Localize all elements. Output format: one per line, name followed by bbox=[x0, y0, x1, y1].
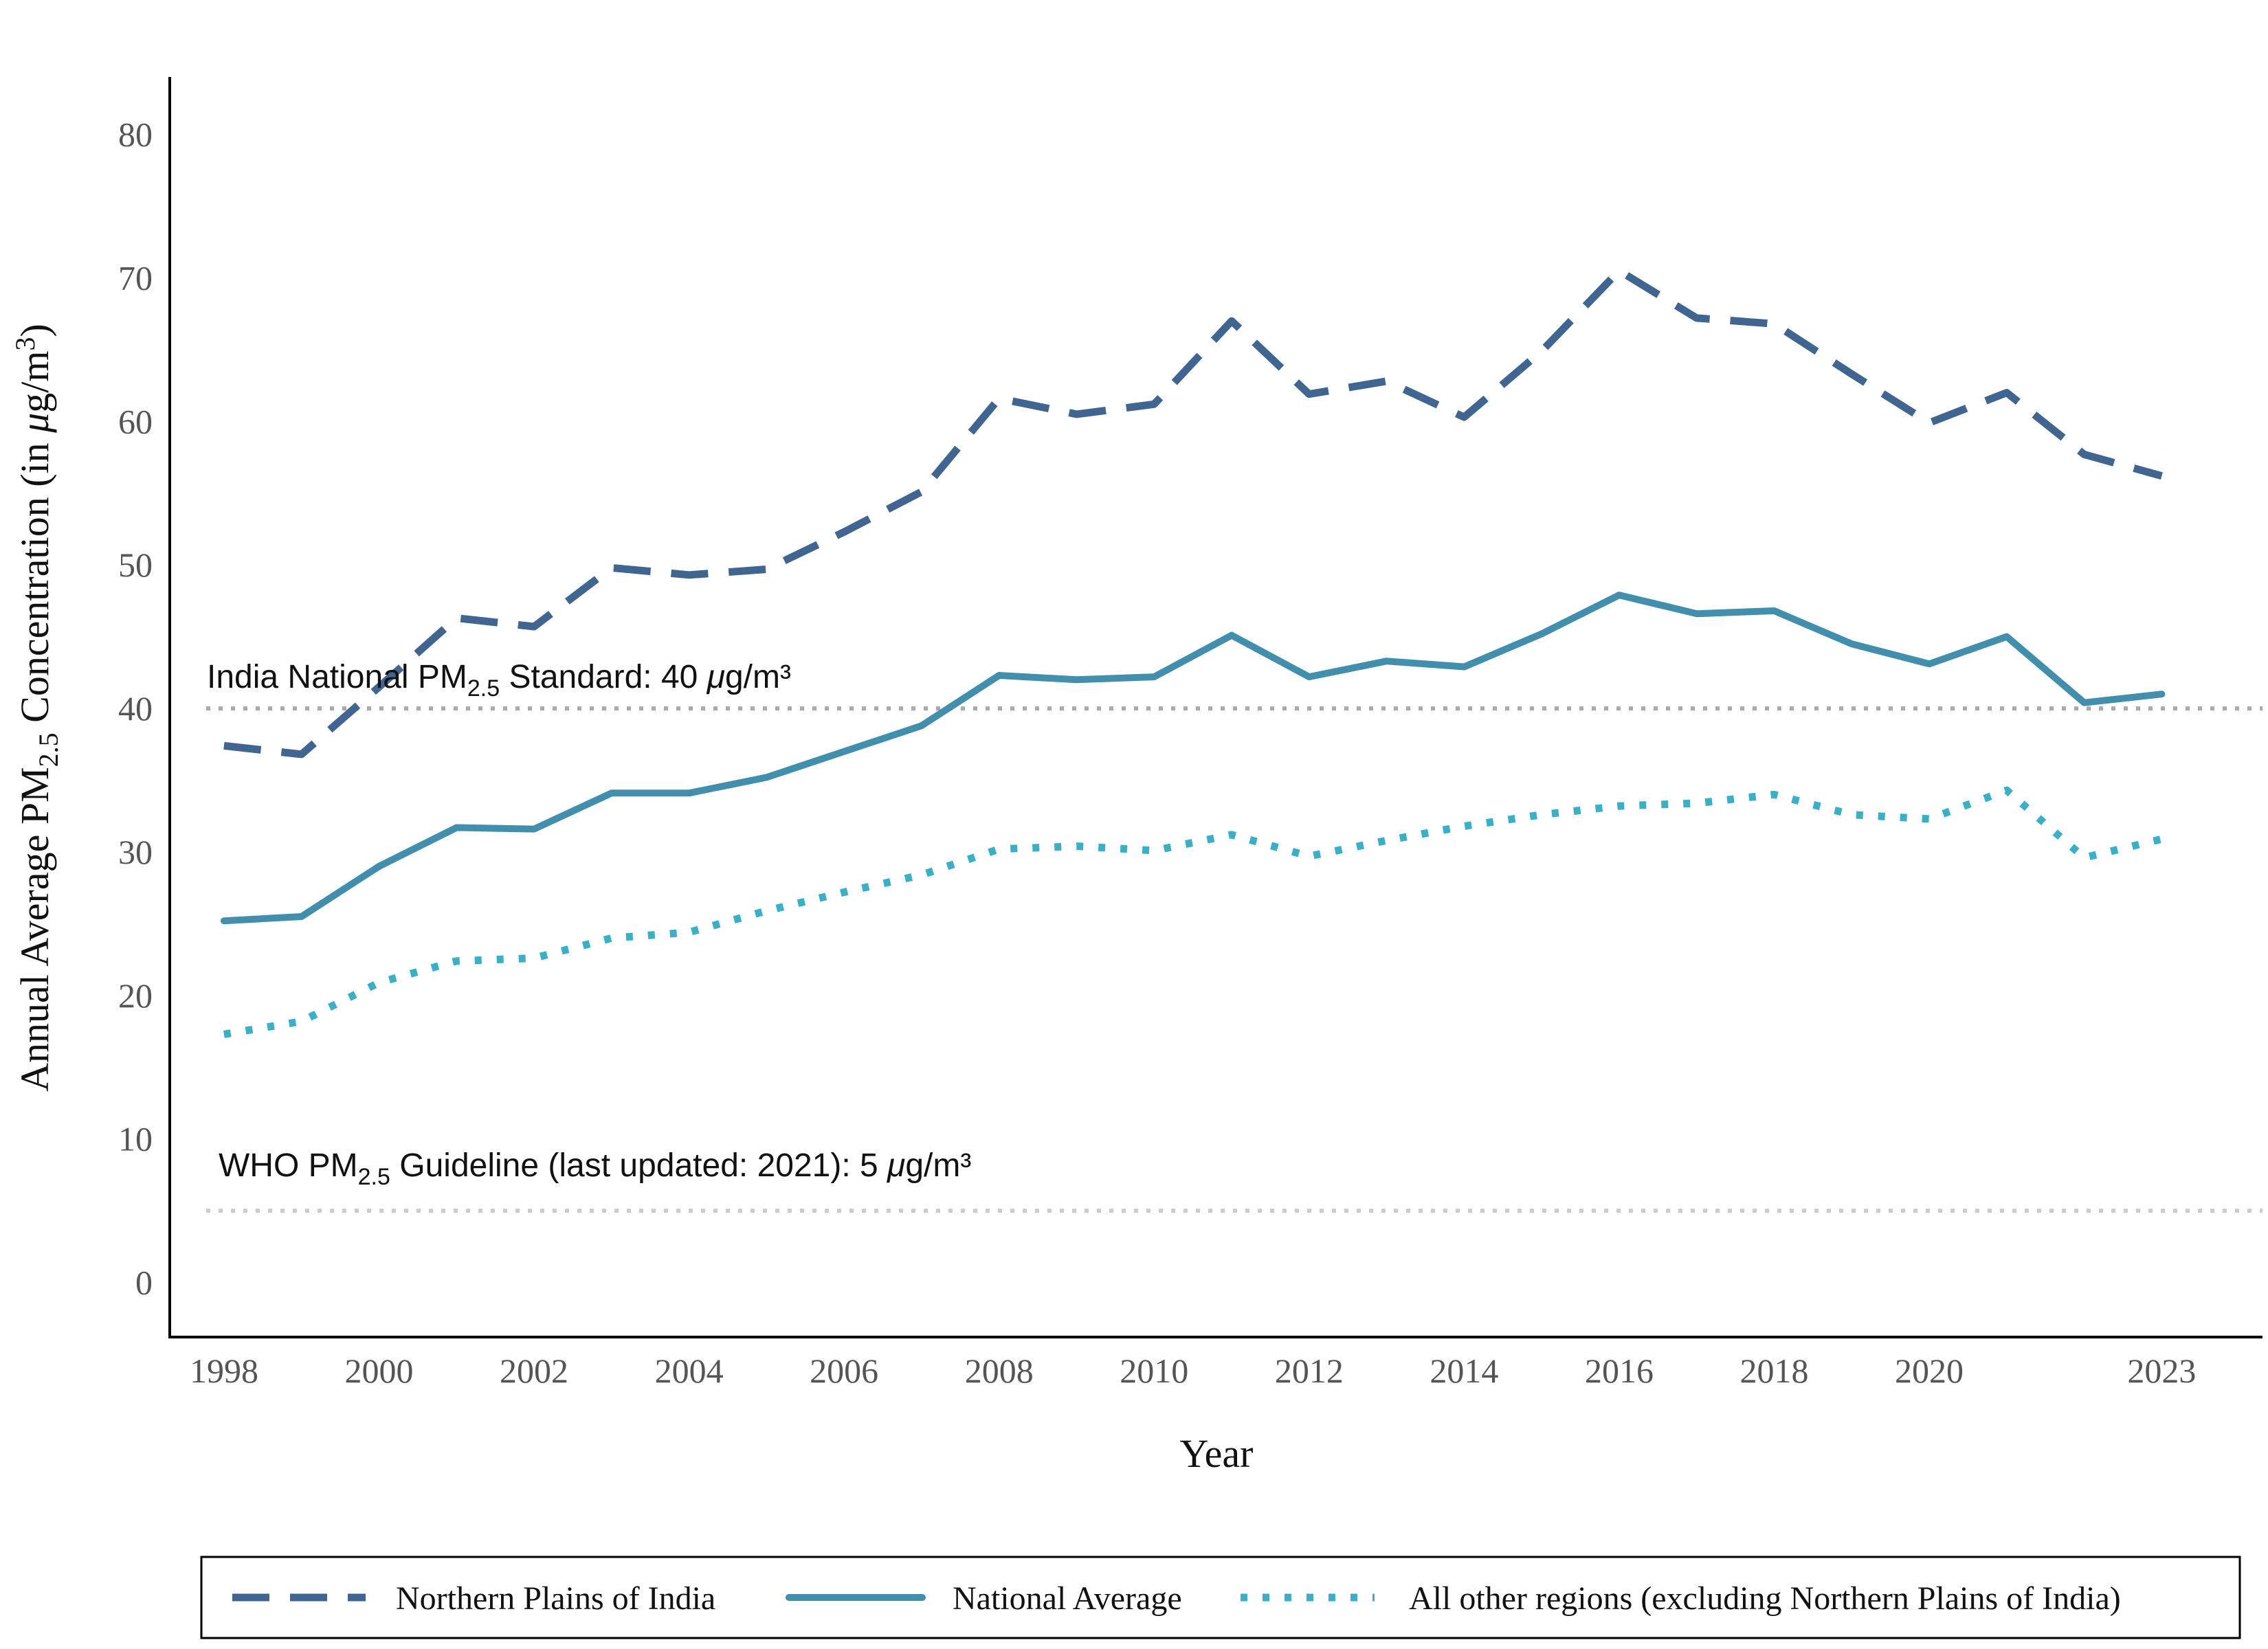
y-axis-title-sup: 3 bbox=[10, 337, 41, 350]
x-tick-label: 1998 bbox=[190, 1351, 258, 1390]
x-tick-label: 2020 bbox=[1895, 1351, 1964, 1390]
who-guideline-label-sub: 2.5 bbox=[358, 1164, 390, 1190]
x-tick-label: 2016 bbox=[1585, 1351, 1654, 1390]
y-axis-title-before: Annual Average PM bbox=[12, 767, 57, 1092]
x-tick-label: 2018 bbox=[1740, 1351, 1809, 1390]
y-axis-title-unit: g/m bbox=[12, 350, 57, 412]
x-tick-labels: 1998 2000 2002 2004 2006 2008 2010 2012 2014 2016… bbox=[190, 1351, 2196, 1390]
india-standard-label-mu: μ bbox=[706, 659, 725, 695]
who-guideline-label-mu: μ bbox=[886, 1147, 905, 1184]
y-tick-label: 10 bbox=[118, 1120, 153, 1158]
x-tick-label: 2008 bbox=[965, 1351, 1034, 1390]
y-tick-label: 0 bbox=[135, 1264, 153, 1302]
y-tick-label: 40 bbox=[118, 689, 153, 728]
series-lines bbox=[220, 267, 2166, 1038]
x-tick-label: 2023 bbox=[2127, 1351, 2196, 1390]
x-tick-label: 2014 bbox=[1430, 1351, 1498, 1390]
legend-label-other-regions: All other regions (excluding Northern Pl… bbox=[1409, 1580, 2121, 1617]
y-axis-title-sub: 2.5 bbox=[33, 732, 64, 767]
x-tick-label: 2006 bbox=[810, 1351, 878, 1390]
who-guideline-label-before: WHO PM bbox=[219, 1147, 358, 1184]
legend: Northern Plains of India National Averag… bbox=[200, 1556, 2241, 1639]
y-axis-title-after: ) bbox=[12, 324, 57, 337]
x-tick-label: 2010 bbox=[1120, 1351, 1188, 1390]
series-line-0 bbox=[223, 267, 2163, 759]
y-axis-title-middle: Concentration (in bbox=[12, 433, 57, 733]
y-tick-label: 20 bbox=[118, 976, 153, 1015]
reference-lines bbox=[206, 706, 2263, 1213]
y-tick-label: 80 bbox=[118, 115, 153, 154]
india-standard-label-after: Standard: 40 bbox=[500, 659, 707, 695]
x-tick-label: 2004 bbox=[655, 1351, 724, 1390]
x-tick-label: 2012 bbox=[1275, 1351, 1344, 1390]
y-axis-title: Annual Average PM2.5 Concentration (in μ… bbox=[10, 324, 64, 1092]
india-standard-label: India National PM2.5 Standard: 40 μg/m³ bbox=[207, 659, 791, 702]
who-guideline-label-unit: g/m³ bbox=[905, 1147, 971, 1184]
who-guideline-label-after: Guideline (last updated: 2021): 5 bbox=[390, 1147, 887, 1184]
legend-label-national-average: National Average bbox=[953, 1580, 1182, 1617]
india-standard-label-unit: g/m³ bbox=[725, 659, 791, 695]
x-tick-label: 2000 bbox=[345, 1351, 414, 1390]
india-standard-label-before: India National PM bbox=[207, 659, 467, 695]
y-tick-label: 70 bbox=[118, 258, 153, 297]
series-line-1 bbox=[220, 592, 2166, 925]
y-tick-label: 30 bbox=[118, 833, 153, 871]
legend-box bbox=[200, 1556, 2241, 1639]
x-tick-label: 2002 bbox=[500, 1351, 568, 1390]
y-tick-labels: 0 10 20 30 40 50 60 70 80 bbox=[118, 115, 153, 1302]
y-axis-title-mu: μ bbox=[12, 413, 57, 434]
india-standard-label-sub: 2.5 bbox=[467, 675, 500, 702]
who-guideline-label: WHO PM2.5 Guideline (last updated: 2021)… bbox=[219, 1147, 971, 1190]
y-tick-label: 60 bbox=[118, 402, 153, 440]
y-tick-label: 50 bbox=[118, 546, 153, 584]
legend-label-northern-plains: Northern Plains of India bbox=[396, 1580, 715, 1617]
series-line-2 bbox=[223, 786, 2163, 1038]
x-axis-title: Year bbox=[1180, 1431, 1254, 1476]
